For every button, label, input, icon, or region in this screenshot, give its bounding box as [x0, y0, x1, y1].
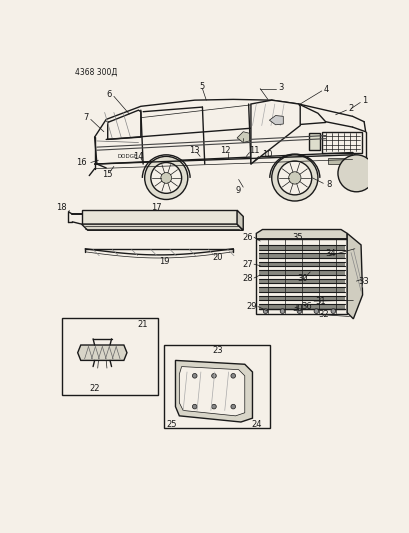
Polygon shape — [236, 132, 249, 142]
Text: 9: 9 — [236, 185, 240, 195]
Circle shape — [271, 155, 317, 201]
Polygon shape — [250, 100, 299, 164]
Bar — [258, 262, 344, 266]
Text: 33: 33 — [357, 277, 368, 286]
Text: 19: 19 — [158, 256, 169, 265]
Bar — [321, 132, 361, 152]
Circle shape — [230, 374, 235, 378]
Bar — [164, 345, 270, 428]
Text: 1: 1 — [362, 96, 367, 106]
Circle shape — [211, 374, 216, 378]
Bar — [61, 318, 157, 395]
Polygon shape — [269, 116, 283, 125]
Text: 28: 28 — [242, 273, 253, 282]
Bar — [258, 296, 344, 301]
Circle shape — [160, 173, 171, 183]
Text: 17: 17 — [151, 204, 161, 213]
Text: 21: 21 — [137, 320, 147, 329]
Bar — [258, 245, 344, 249]
Text: 2: 2 — [348, 104, 353, 113]
Bar — [258, 304, 344, 309]
Polygon shape — [81, 224, 243, 230]
Bar — [258, 279, 344, 284]
Circle shape — [230, 405, 235, 409]
Text: 15: 15 — [102, 169, 113, 179]
Circle shape — [263, 309, 267, 313]
Text: 36: 36 — [300, 302, 311, 311]
Text: 20: 20 — [212, 254, 222, 262]
Text: 26: 26 — [242, 233, 253, 241]
Text: 30: 30 — [291, 304, 302, 313]
Text: 6: 6 — [106, 90, 111, 99]
Text: 4: 4 — [323, 85, 328, 94]
Polygon shape — [179, 367, 244, 416]
Text: 11: 11 — [249, 146, 259, 155]
Bar — [258, 287, 344, 292]
Text: 22: 22 — [89, 384, 100, 393]
Text: 34: 34 — [325, 249, 335, 258]
Text: 13: 13 — [189, 146, 200, 155]
Bar — [308, 133, 319, 150]
Text: 23: 23 — [212, 346, 222, 355]
Text: 5: 5 — [199, 82, 204, 91]
Text: 7: 7 — [83, 114, 88, 123]
Polygon shape — [346, 233, 362, 319]
Bar — [258, 253, 344, 258]
Text: 24: 24 — [250, 420, 261, 429]
Circle shape — [277, 161, 311, 195]
Text: 14: 14 — [133, 152, 144, 161]
Text: 18: 18 — [56, 204, 67, 213]
Text: 12: 12 — [220, 146, 230, 155]
Polygon shape — [108, 110, 140, 140]
Text: 35: 35 — [291, 233, 302, 241]
Polygon shape — [175, 360, 252, 422]
Text: 4368 300Д: 4368 300Д — [75, 67, 117, 76]
Circle shape — [192, 374, 197, 378]
Text: 30: 30 — [297, 273, 307, 282]
Circle shape — [211, 405, 216, 409]
Circle shape — [279, 309, 284, 313]
Text: 8: 8 — [326, 180, 331, 189]
Bar — [256, 239, 346, 314]
Circle shape — [313, 309, 318, 313]
Polygon shape — [81, 210, 236, 224]
Circle shape — [330, 309, 335, 313]
Text: 16: 16 — [76, 158, 87, 167]
Text: DODGE: DODGE — [117, 154, 138, 159]
Circle shape — [337, 155, 374, 192]
Text: 10: 10 — [261, 150, 272, 159]
Polygon shape — [236, 210, 243, 230]
Circle shape — [144, 156, 187, 199]
Circle shape — [297, 309, 301, 313]
Text: 27: 27 — [242, 260, 253, 269]
Circle shape — [288, 172, 300, 184]
Polygon shape — [77, 345, 127, 360]
Text: 32: 32 — [317, 310, 328, 319]
Text: 3: 3 — [277, 83, 283, 92]
Text: 25: 25 — [166, 420, 176, 429]
Polygon shape — [256, 230, 346, 239]
Text: 29: 29 — [246, 302, 256, 311]
Text: 31: 31 — [315, 297, 326, 305]
Circle shape — [192, 405, 197, 409]
Bar — [258, 270, 344, 275]
Circle shape — [151, 163, 181, 193]
Bar — [327, 158, 344, 164]
